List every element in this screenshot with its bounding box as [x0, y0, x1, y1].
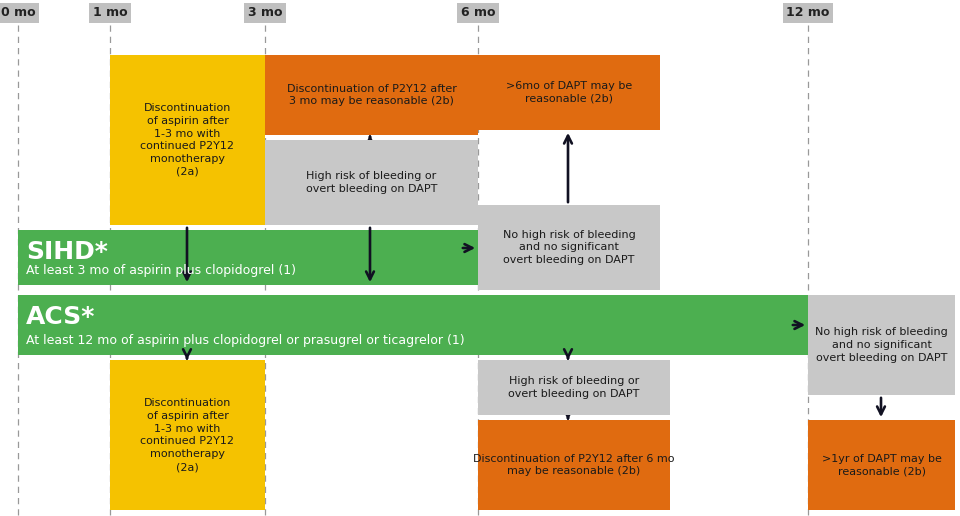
Text: Discontinuation of P2Y12 after
3 mo may be reasonable (2b): Discontinuation of P2Y12 after 3 mo may …: [287, 84, 456, 106]
Bar: [478, 420, 670, 510]
Text: 0 mo: 0 mo: [1, 7, 36, 20]
Bar: [478, 360, 670, 415]
Bar: [110, 360, 265, 510]
Text: High risk of bleeding or
overt bleeding on DAPT: High risk of bleeding or overt bleeding …: [306, 171, 437, 194]
Text: 6 mo: 6 mo: [461, 7, 495, 20]
Text: No high risk of bleeding
and no significant
overt bleeding on DAPT: No high risk of bleeding and no signific…: [815, 327, 948, 363]
Bar: [478, 205, 660, 290]
Text: Discontinuation
of aspirin after
1-3 mo with
continued P2Y12
monotherapy
(2a): Discontinuation of aspirin after 1-3 mo …: [140, 103, 234, 177]
Text: >6mo of DAPT may be
reasonable (2b): >6mo of DAPT may be reasonable (2b): [506, 81, 632, 104]
Text: Discontinuation of P2Y12 after 6 mo
may be reasonable (2b): Discontinuation of P2Y12 after 6 mo may …: [473, 454, 675, 476]
Text: No high risk of bleeding
and no significant
overt bleeding on DAPT: No high risk of bleeding and no signific…: [503, 230, 636, 265]
Bar: [265, 140, 478, 225]
Bar: [478, 55, 660, 130]
Bar: [265, 55, 478, 135]
Text: 12 mo: 12 mo: [786, 7, 829, 20]
Text: 3 mo: 3 mo: [248, 7, 282, 20]
Bar: [18, 295, 808, 355]
Text: SIHD*: SIHD*: [26, 240, 108, 264]
Text: 1 mo: 1 mo: [93, 7, 128, 20]
Bar: [18, 230, 478, 285]
Text: >1yr of DAPT may be
reasonable (2b): >1yr of DAPT may be reasonable (2b): [822, 454, 942, 476]
Bar: [110, 55, 265, 225]
Text: Discontinuation
of aspirin after
1-3 mo with
continued P2Y12
monotherapy
(2a): Discontinuation of aspirin after 1-3 mo …: [140, 398, 234, 472]
Text: At least 3 mo of aspirin plus clopidogrel (1): At least 3 mo of aspirin plus clopidogre…: [26, 264, 296, 277]
Text: ACS*: ACS*: [26, 305, 95, 329]
Text: At least 12 mo of aspirin plus clopidogrel or prasugrel or ticagrelor (1): At least 12 mo of aspirin plus clopidogr…: [26, 334, 465, 347]
Text: High risk of bleeding or
overt bleeding on DAPT: High risk of bleeding or overt bleeding …: [508, 376, 639, 399]
Bar: [808, 420, 955, 510]
Bar: [808, 295, 955, 395]
